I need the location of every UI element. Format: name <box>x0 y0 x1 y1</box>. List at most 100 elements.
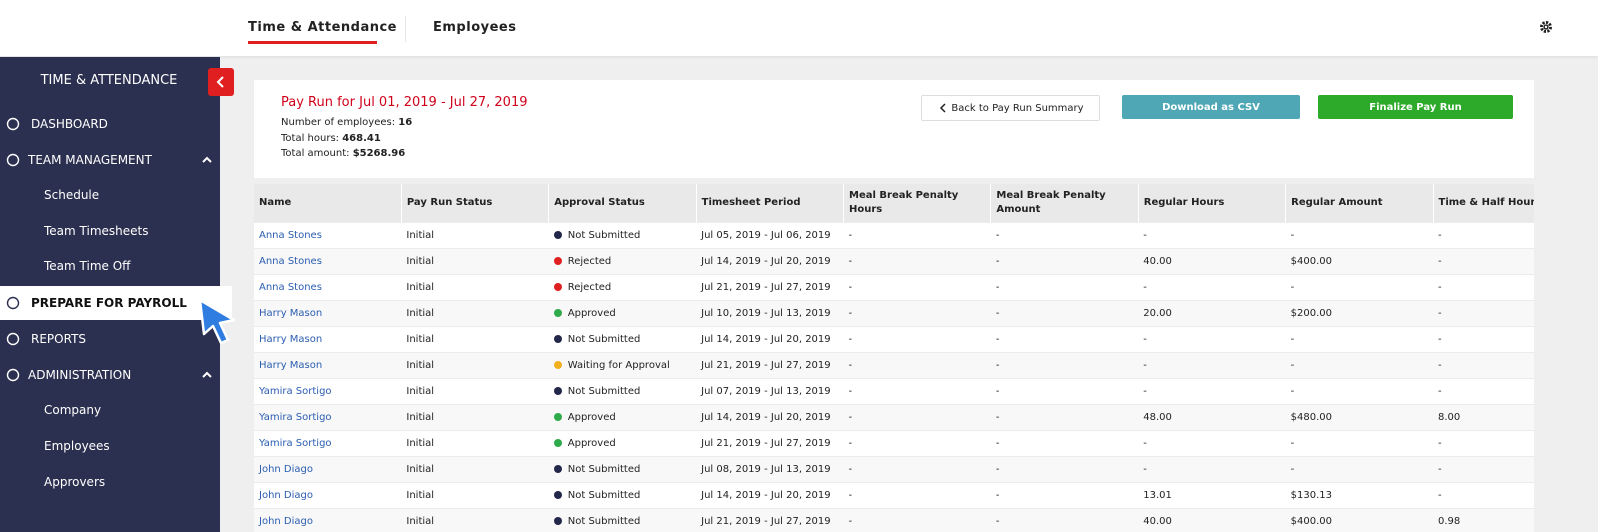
finalize-button[interactable]: Finalize Pay Run <box>1318 95 1513 119</box>
sidebar: TIME & ATTENDANCE DASHBOARD TEAM MANAGEMEN… <box>0 57 232 532</box>
cell-text: Jul 21, 2019 - Jul 27, 2019 <box>701 282 831 293</box>
cell-text: - <box>1143 230 1147 241</box>
table-cell: Initial <box>401 222 549 249</box>
employee-link[interactable]: Anna Stones <box>259 282 322 293</box>
cell-text: Initial <box>406 438 435 449</box>
nav-subitem[interactable]: Company <box>44 403 102 418</box>
download-button[interactable]: Download as CSV <box>1122 95 1300 119</box>
table-cell: Approved <box>548 404 697 431</box>
table-cell: John Diago <box>254 456 402 483</box>
cell-text: Initial <box>406 412 435 423</box>
expand-chevron[interactable] <box>201 155 213 165</box>
employee-link[interactable]: John Diago <box>259 464 313 475</box>
employee-link[interactable]: Harry Mason <box>259 308 323 319</box>
table-cell: - <box>990 248 1139 275</box>
expand-chevron[interactable] <box>201 370 213 380</box>
column-header: Approval Status <box>548 184 697 223</box>
nav-item[interactable]: REPORTS <box>0 322 220 356</box>
status-dot <box>553 283 562 291</box>
cell-text: - <box>1438 334 1442 345</box>
cell-text: - <box>995 308 1000 319</box>
cell-text: - <box>848 334 853 345</box>
stat-label: Total hours: <box>281 132 340 144</box>
nav-item[interactable]: ADMINISTRATION <box>0 358 220 392</box>
back-button[interactable]: Back to Pay Run Summary <box>921 95 1100 121</box>
employee-link[interactable]: Harry Mason <box>259 360 323 371</box>
table-cell: Waiting for Approval <box>548 352 697 379</box>
cell-text: Jul 05, 2019 - Jul 06, 2019 <box>701 230 831 241</box>
employee-link[interactable]: Yamira Sortigo <box>259 386 332 397</box>
cell-text: - <box>1143 282 1147 293</box>
table-cell: Not Submitted <box>548 378 697 405</box>
table-cell: - <box>990 352 1139 379</box>
cell-text: - <box>1290 438 1295 449</box>
table-cell: - <box>843 300 991 327</box>
cell-text: - <box>995 360 1000 371</box>
cell-text: Jul 14, 2019 - Jul 20, 2019 <box>701 412 831 423</box>
status-dot <box>553 387 562 395</box>
table-cell: Not Submitted <box>548 456 697 483</box>
table-cell: - <box>990 456 1139 483</box>
cell-text: Jul 08, 2019 - Jul 13, 2019 <box>701 464 831 475</box>
table-row: Harry Mason Initial Approved Jul 10, 2019 -… <box>254 300 1534 327</box>
table-cell: Not Submitted <box>548 222 697 249</box>
cell-text: - <box>848 386 853 397</box>
employee-link[interactable]: Yamira Sortigo <box>259 438 332 449</box>
cell-text: Initial <box>406 386 435 397</box>
employee-link[interactable]: Yamira Sortigo <box>259 412 332 423</box>
nav-item[interactable]: TEAM MANAGEMENT <box>0 143 220 177</box>
table-cell: Jul 07, 2019 - Jul 13, 2019 <box>696 378 844 405</box>
employee-link[interactable]: Anna Stones <box>259 230 322 241</box>
status-text: Not Submitted <box>567 490 641 501</box>
nav-subitem[interactable]: Team Timesheets <box>44 223 149 238</box>
table-cell: Yamira Sortigo <box>254 404 402 431</box>
cursor-arrow <box>198 298 236 345</box>
cell-text: - <box>995 464 1000 475</box>
table-cell: - <box>843 456 991 483</box>
employee-link[interactable]: Harry Mason <box>259 334 323 345</box>
table-cell: - <box>1285 222 1433 249</box>
table-cell: 20.00 <box>1138 300 1286 327</box>
nav-subitem[interactable]: Approvers <box>44 474 106 489</box>
column-header: Regular Amount <box>1285 184 1434 223</box>
table-cell: Initial <box>401 482 549 509</box>
table-cell: Jul 21, 2019 - Jul 27, 2019 <box>696 508 844 532</box>
nav-tab[interactable]: Time & Attendance <box>248 20 397 35</box>
nav-subitem[interactable]: Schedule <box>44 188 100 202</box>
active-tab-underline <box>248 41 377 44</box>
table-cell: Initial <box>401 378 549 405</box>
status-dot <box>553 517 562 525</box>
cell-text: 40.00 <box>1143 256 1172 267</box>
table-row: Anna Stones Initial Rejected Jul 21, 2019 -… <box>254 274 1534 301</box>
table-cell: Jul 14, 2019 - Jul 20, 2019 <box>696 248 844 275</box>
nav-tab[interactable]: Employees <box>433 20 517 35</box>
employee-link[interactable]: Anna Stones <box>259 256 322 267</box>
table-cell: Anna Stones <box>254 222 402 249</box>
cell-text: - <box>1290 386 1295 397</box>
cell-text: - <box>1438 308 1442 319</box>
table-cell: Not Submitted <box>548 482 697 509</box>
table-cell: - <box>1138 274 1286 301</box>
settings-icon[interactable] <box>1539 20 1553 34</box>
cell-text: - <box>848 516 853 527</box>
employee-link[interactable]: John Diago <box>259 490 313 501</box>
table-cell: Jul 14, 2019 - Jul 20, 2019 <box>696 482 844 509</box>
back-chevron <box>940 103 946 113</box>
nav-item[interactable]: PREPARE FOR PAYROLL <box>0 286 232 321</box>
status-text: Approved <box>567 412 616 423</box>
table-cell: - <box>1138 378 1286 405</box>
nav-subitem[interactable]: Team Time Off <box>44 259 131 274</box>
pay-run-table: Name Pay Run Status Approval Status Timeshe… <box>254 184 1534 532</box>
nav-icon <box>6 296 20 310</box>
employee-link[interactable]: John Diago <box>259 516 313 527</box>
table-cell: - <box>843 352 991 379</box>
status-text: Not Submitted <box>567 334 641 345</box>
table-cell: - <box>1285 352 1433 379</box>
nav-item[interactable]: DASHBOARD <box>0 107 220 141</box>
cell-text: 48.00 <box>1143 412 1172 423</box>
cell-text: - <box>848 360 853 371</box>
cell-text: Jul 21, 2019 - Jul 27, 2019 <box>701 360 831 371</box>
table-cell: - <box>1285 430 1433 457</box>
nav-subitem[interactable]: Employees <box>44 438 110 453</box>
collapse-button[interactable] <box>208 68 234 96</box>
